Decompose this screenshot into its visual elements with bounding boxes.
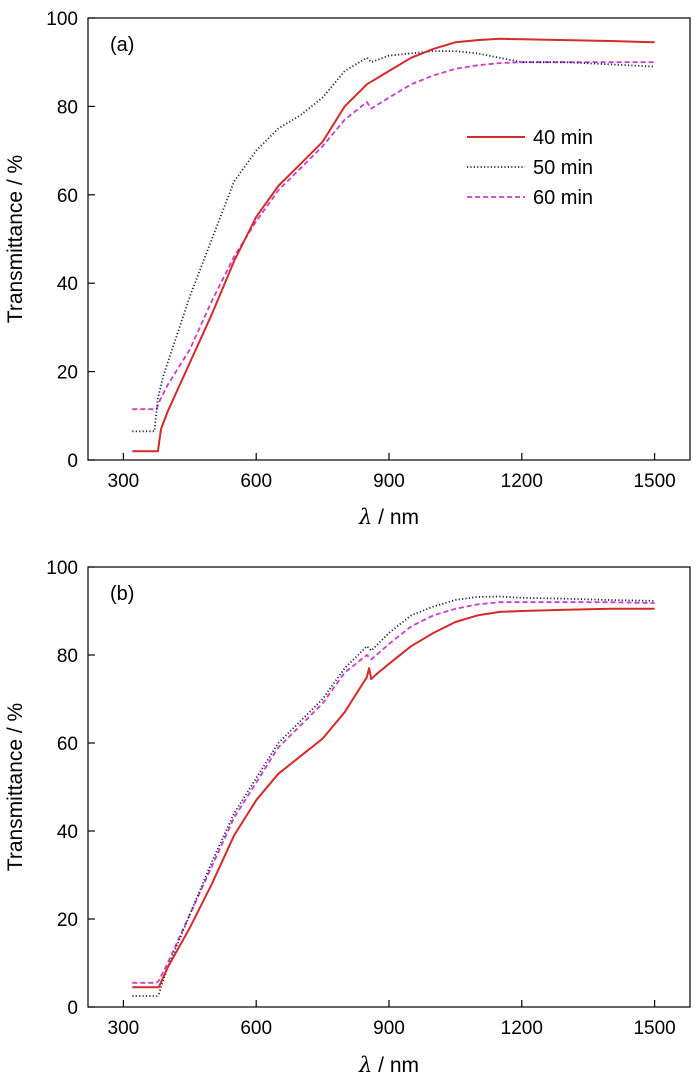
x-tick-label: 1500 [633,1018,675,1039]
series-line-50-min [132,595,655,997]
legend-label: 50 min [533,157,593,179]
y-tick-label: 0 [67,998,78,1019]
y-axis-label: Transmittance / % [4,155,27,323]
x-tick-label: 300 [108,471,140,492]
y-tick-label: 60 [57,186,78,207]
y-tick-label: 100 [46,9,78,30]
x-axis-symbol: λ [358,505,372,529]
panel-b-chart: 300 600 900 1200 1500 0 20 40 60 80 100 λ / nm Trans… [4,558,691,1077]
x-tick-label: 1500 [633,471,675,492]
series-line-40-min [132,37,655,453]
plot-frame [87,566,691,1008]
y-tick-label: 100 [46,558,78,579]
y-axis-label: Transmittance / % [4,703,27,871]
x-tick-label: 600 [240,1018,272,1039]
x-tick-label: 300 [108,1018,140,1039]
x-axis-label: λ / nm [358,505,419,529]
panel-a-chart: 300 600 900 1200 1500 0 20 40 60 80 100 λ / nm Trans… [4,9,691,529]
y-tick-label: 60 [57,734,78,755]
y-tick-label: 80 [57,97,78,118]
x-tick-label: 900 [373,1018,405,1039]
series-line-50-min [132,50,655,433]
y-tick-label: 40 [57,274,78,295]
x-tick-label: 1200 [501,1018,543,1039]
x-tick-label: 900 [373,471,405,492]
x-tick-label: 600 [240,471,272,492]
legend-label: 40 min [533,127,593,149]
x-axis-label: λ / nm [358,1053,419,1077]
legend-label: 60 min [533,187,593,209]
series-line-60-min [132,601,655,984]
x-axis-symbol: λ [358,1053,372,1077]
x-axis-unit: / nm [372,506,419,529]
y-tick-label: 40 [57,822,78,843]
panel-label: (b) [110,583,134,605]
y-tick-label: 20 [57,363,78,384]
series-line-60-min [132,61,655,411]
y-tick-label: 20 [57,910,78,931]
panel-label: (a) [110,34,134,56]
x-axis-unit: / nm [372,1054,419,1077]
series-line-40-min [132,607,655,989]
y-tick-label: 80 [57,646,78,667]
plot-frame [87,17,691,461]
x-tick-label: 1200 [501,471,543,492]
y-tick-label: 0 [67,451,78,472]
